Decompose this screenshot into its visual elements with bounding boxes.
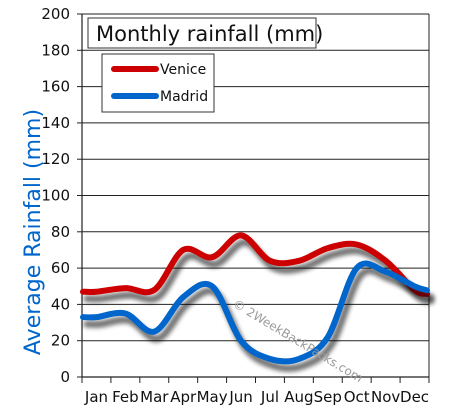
y-tick-label-120: 120 — [41, 150, 70, 168]
x-tick-label-sep: Sep — [314, 388, 342, 406]
x-tick-label-may: May — [197, 388, 228, 406]
x-tick-label-nov: Nov — [371, 388, 400, 406]
series-line-madrid — [80, 260, 430, 365]
series-lines — [80, 232, 435, 372]
y-tick-label-180: 180 — [41, 41, 70, 59]
y-tick-label-60: 60 — [51, 259, 70, 277]
y-tick-label-160: 160 — [41, 78, 70, 96]
x-tick-label-aug: Aug — [284, 388, 313, 406]
x-tick-label-dec: Dec — [400, 388, 429, 406]
title-box: Monthly rainfall (mm) — [87, 17, 323, 49]
x-tick-label-mar: Mar — [140, 388, 169, 406]
y-tick-label-100: 100 — [41, 187, 70, 205]
y-tick-label-40: 40 — [51, 295, 70, 313]
y-tick-label-200: 200 — [41, 5, 70, 23]
x-tick-label-feb: Feb — [112, 388, 139, 406]
x-tick-label-oct: Oct — [344, 388, 370, 406]
y-tick-label-20: 20 — [51, 332, 70, 350]
legend: Venice Madrid — [101, 53, 215, 113]
legend-label-madrid: Madrid — [160, 89, 208, 105]
y-tick-label-0: 0 — [60, 368, 70, 386]
x-tick-label-jan: Jan — [84, 388, 108, 406]
y-tick-label-140: 140 — [41, 114, 70, 132]
x-tick-label-apr: Apr — [170, 388, 197, 406]
grid-lines — [82, 13, 429, 342]
chart-title: Monthly rainfall (mm) — [96, 22, 323, 46]
y-tick-label-80: 80 — [51, 223, 70, 241]
legend-label-venice: Venice — [160, 62, 206, 78]
x-tick-label-jun: Jun — [228, 388, 252, 406]
y-axis-label: Average Rainfall (mm) — [21, 109, 46, 355]
series-shadow-madrid — [83, 267, 435, 372]
x-tick-label-jul: Jul — [260, 388, 279, 406]
series-line-venice — [80, 232, 430, 297]
